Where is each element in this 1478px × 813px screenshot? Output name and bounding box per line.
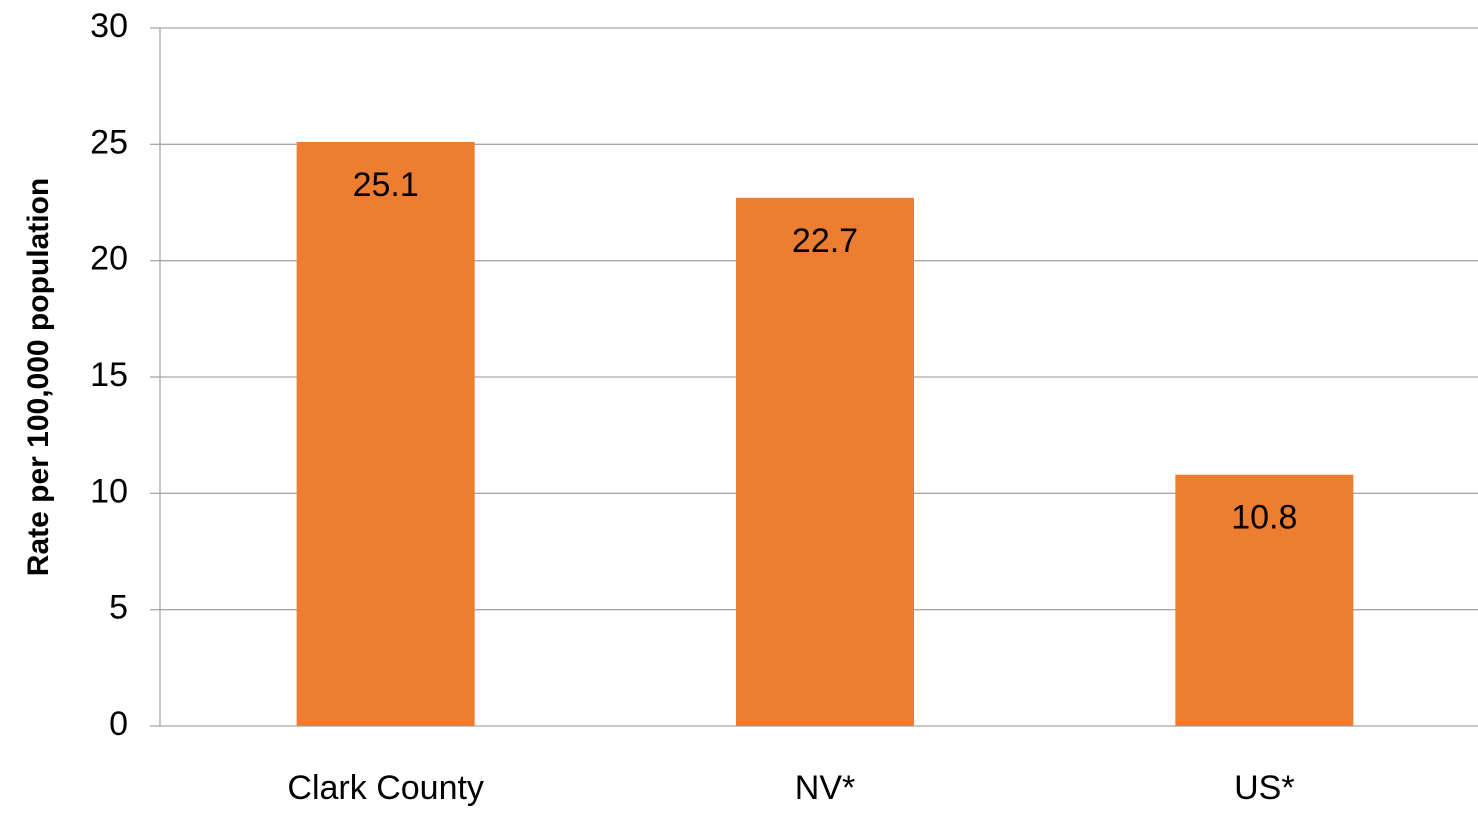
bar	[736, 197, 914, 726]
x-tick-label: Clark County	[287, 769, 484, 807]
x-tick-label: NV*	[795, 769, 855, 807]
data-label: 10.8	[1231, 499, 1297, 537]
data-label: 22.7	[792, 222, 858, 260]
y-tick-label: 15	[90, 356, 128, 394]
y-tick-label: 20	[90, 240, 128, 278]
bar	[1175, 474, 1354, 726]
x-tick-label: US*	[1234, 769, 1294, 807]
y-tick-label: 25	[90, 123, 128, 161]
y-tick-label: 10	[90, 472, 128, 510]
bar	[296, 142, 475, 727]
y-axis-label: Rate per 100,000 population	[22, 178, 55, 576]
y-tick-label: 0	[109, 705, 128, 743]
y-tick-label: 30	[90, 7, 128, 45]
data-label: 25.1	[353, 166, 419, 204]
y-tick-label: 5	[109, 589, 128, 627]
